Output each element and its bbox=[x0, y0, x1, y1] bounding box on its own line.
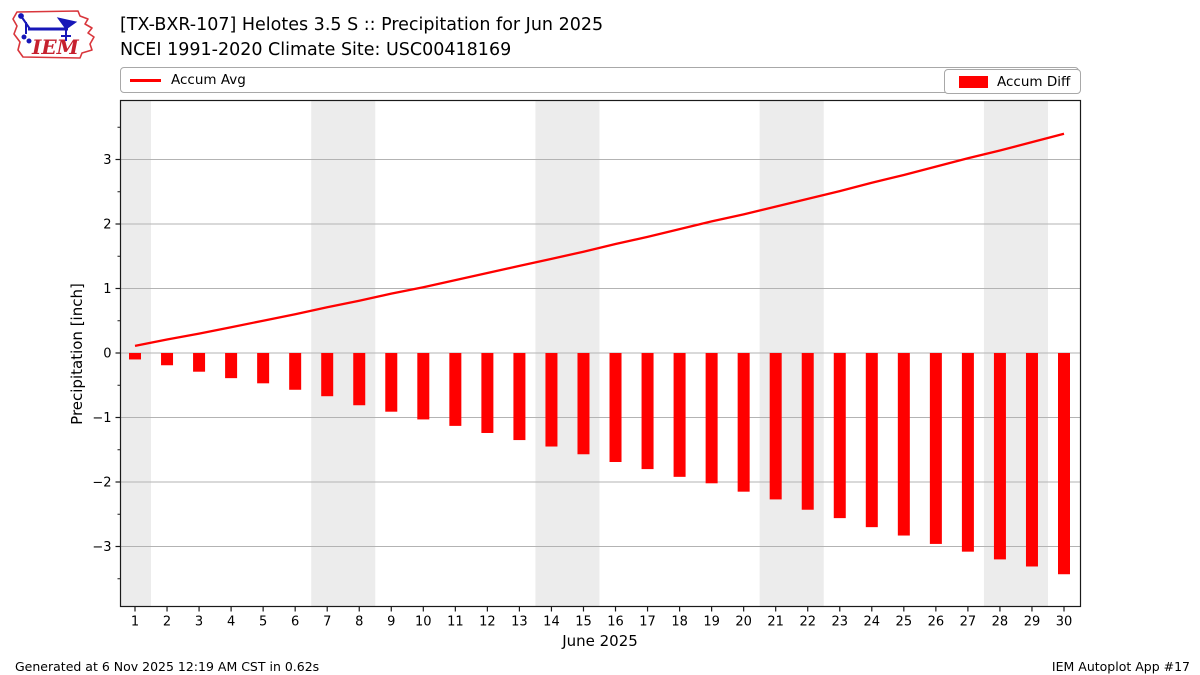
x-axis-tick-labels: 1 2 3 4 5 6 7 8 9 10 11 12 13 14 15 16 17 18 19 20 21 22 23 24 2… bbox=[131, 615, 1072, 630]
svg-text:21: 21 bbox=[767, 615, 784, 630]
svg-text:3: 3 bbox=[195, 615, 203, 630]
svg-text:10: 10 bbox=[415, 615, 432, 630]
svg-text:2: 2 bbox=[163, 615, 171, 630]
svg-text:28: 28 bbox=[992, 615, 1009, 630]
iem-logo-text: IEM bbox=[31, 35, 80, 59]
accum-avg-line bbox=[134, 132, 1065, 348]
svg-text:15: 15 bbox=[575, 615, 592, 630]
svg-text:13: 13 bbox=[511, 615, 528, 630]
legend-box: Accum Avg bbox=[120, 67, 1079, 93]
gridlines bbox=[120, 159, 1081, 547]
svg-text:−1: −1 bbox=[92, 411, 111, 426]
y-axis-ticks bbox=[115, 126, 121, 580]
svg-text:7: 7 bbox=[323, 615, 331, 630]
svg-text:−2: −2 bbox=[92, 476, 111, 491]
svg-text:26: 26 bbox=[928, 615, 945, 630]
svg-text:0: 0 bbox=[103, 347, 111, 362]
svg-text:3: 3 bbox=[103, 153, 111, 168]
x-axis-label: June 2025 bbox=[562, 632, 638, 650]
svg-text:20: 20 bbox=[735, 615, 752, 630]
svg-text:12: 12 bbox=[479, 615, 496, 630]
iem-logo: IEM bbox=[12, 10, 95, 59]
chart-header: [TX-BXR-107] Helotes 3.5 S :: Precipitat… bbox=[120, 13, 603, 63]
chart-subtitle: NCEI 1991-2020 Climate Site: USC00418169 bbox=[120, 40, 512, 60]
svg-text:18: 18 bbox=[671, 615, 688, 630]
svg-text:23: 23 bbox=[831, 615, 848, 630]
svg-text:17: 17 bbox=[639, 615, 656, 630]
accum-avg-label: Accum Avg bbox=[171, 72, 246, 88]
generated-timestamp: Generated at 6 Nov 2025 12:19 AM CST in … bbox=[15, 659, 320, 674]
svg-text:24: 24 bbox=[864, 615, 881, 630]
svg-text:30: 30 bbox=[1056, 615, 1073, 630]
svg-text:2: 2 bbox=[103, 218, 111, 233]
svg-text:11: 11 bbox=[447, 615, 464, 630]
svg-text:9: 9 bbox=[387, 615, 395, 630]
y-axis-tick-labels: −3 −2 −1 0 1 2 3 bbox=[92, 153, 111, 555]
svg-text:−3: −3 bbox=[92, 540, 111, 555]
accum-diff-label: Accum Diff bbox=[997, 73, 1071, 90]
svg-text:16: 16 bbox=[607, 615, 624, 630]
app-credit: IEM Autoplot App #17 bbox=[1051, 659, 1190, 674]
svg-text:19: 19 bbox=[703, 615, 720, 630]
svg-text:14: 14 bbox=[543, 615, 560, 630]
svg-text:27: 27 bbox=[960, 615, 977, 630]
svg-text:25: 25 bbox=[896, 615, 913, 630]
chart-title: [TX-BXR-107] Helotes 3.5 S :: Precipitat… bbox=[120, 15, 604, 35]
svg-text:1: 1 bbox=[131, 615, 139, 630]
svg-text:6: 6 bbox=[291, 615, 299, 630]
svg-text:1: 1 bbox=[103, 282, 111, 297]
accum-diff-bars bbox=[129, 353, 1071, 575]
svg-text:4: 4 bbox=[227, 615, 235, 630]
accum-diff-bar-swatch bbox=[959, 75, 988, 88]
svg-text:22: 22 bbox=[799, 615, 816, 630]
y-axis-label: Precipitation [inch] bbox=[68, 283, 86, 425]
svg-text:8: 8 bbox=[355, 615, 363, 630]
svg-text:29: 29 bbox=[1024, 615, 1041, 630]
svg-text:5: 5 bbox=[259, 615, 267, 630]
weather-vane-icon bbox=[18, 13, 78, 44]
x-axis-ticks bbox=[134, 606, 1065, 612]
accum-diff-legend-box: Accum Diff bbox=[944, 69, 1081, 94]
accum-avg-line-swatch bbox=[130, 78, 161, 82]
